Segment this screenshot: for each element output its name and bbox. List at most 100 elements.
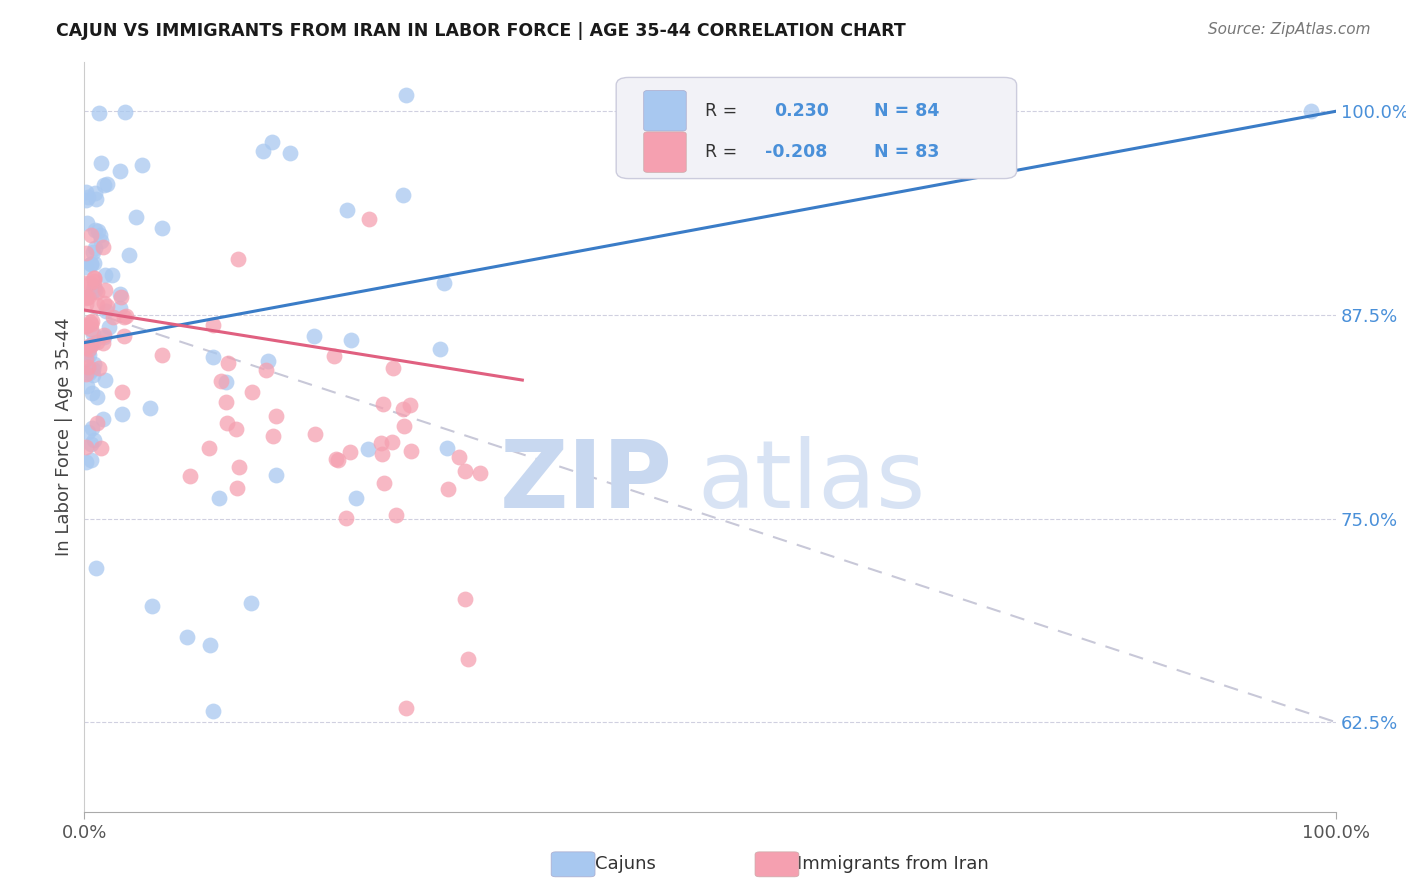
Point [264,409,287,423]
Point [75,340,97,354]
Point [80,227,103,242]
Point [91,240,114,254]
Point [370,435,392,450]
Point [339,444,361,458]
Point [226,252,249,267]
Point [77,342,100,356]
Point [328,453,350,467]
Point [80,338,103,352]
Point [82,326,104,341]
Point [373,476,395,491]
Point [90,156,112,170]
Point [89,227,111,242]
Text: Immigrants from Iran: Immigrants from Iran [797,855,988,873]
Point [110,290,132,304]
Point [80,452,103,467]
Point [202,318,225,332]
Point [371,446,394,460]
Point [335,511,357,525]
Point [80,257,103,271]
Point [214,375,236,389]
Point [215,395,238,409]
Point [82,361,104,376]
Point [93,335,115,350]
Point [1299,104,1322,119]
Point [202,350,225,364]
Point [96,304,118,318]
Text: Cajuns: Cajuns [595,855,655,873]
Point [82,244,104,259]
Point [254,363,277,377]
Point [77,190,100,204]
Point [304,329,326,343]
FancyBboxPatch shape [644,132,686,172]
Text: N = 83: N = 83 [875,143,939,161]
Point [398,398,420,412]
Point [93,373,115,387]
Point [75,290,97,304]
Text: R =: R = [704,143,742,161]
Point [83,274,105,288]
Text: N = 84: N = 84 [875,102,939,120]
Point [395,700,418,714]
Point [80,317,103,331]
Point [382,360,405,375]
Point [325,451,347,466]
Point [384,508,406,523]
FancyBboxPatch shape [644,90,686,131]
Point [86,335,108,350]
Point [75,260,97,274]
Point [75,193,97,207]
Point [225,422,247,436]
Point [84,561,107,575]
Point [75,367,97,381]
Point [217,356,239,370]
Point [82,335,104,350]
Point [83,433,105,447]
Point [82,285,104,299]
Point [79,362,101,376]
Point [198,442,221,456]
Point [392,187,415,202]
Point [83,357,105,371]
Text: Source: ZipAtlas.com: Source: ZipAtlas.com [1208,22,1371,37]
Point [87,360,110,375]
Point [110,301,132,316]
Point [436,441,458,455]
Point [75,441,97,455]
Point [86,390,108,404]
Point [278,145,301,160]
Point [77,425,100,439]
Point [77,364,100,378]
Point [260,136,283,150]
Point [141,599,163,613]
Point [437,482,460,496]
Point [96,299,118,313]
Point [125,210,148,224]
Text: CAJUN VS IMMIGRANTS FROM IRAN IN LABOR FORCE | AGE 35-44 CORRELATION CHART: CAJUN VS IMMIGRANTS FROM IRAN IN LABOR F… [56,22,905,40]
Point [76,379,98,393]
Point [75,455,97,469]
Point [176,631,198,645]
Point [114,105,136,120]
Point [93,296,115,310]
Point [75,246,97,260]
Point [454,464,477,478]
Point [111,407,134,421]
Point [89,105,111,120]
Point [392,401,415,416]
Point [336,202,359,217]
Point [77,290,100,304]
Point [84,186,107,200]
Point [262,429,284,443]
Point [344,491,367,505]
Point [304,427,326,442]
Point [87,224,110,238]
Point [257,354,280,368]
Point [454,592,477,607]
Point [228,459,250,474]
Point [77,360,100,375]
Point [90,441,112,455]
Point [90,234,112,248]
Point [75,276,97,290]
